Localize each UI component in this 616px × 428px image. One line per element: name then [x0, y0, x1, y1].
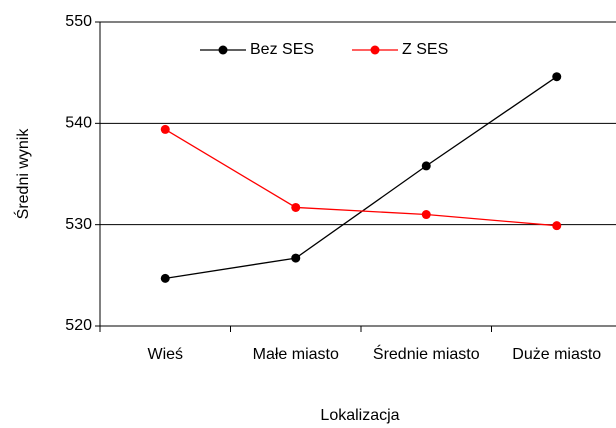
- legend-marker: [218, 45, 228, 55]
- point: [160, 124, 170, 134]
- x-tick-label: Małe miasto: [252, 346, 339, 363]
- legend-marker: [370, 45, 380, 55]
- x-tick-label: Wieś: [147, 346, 184, 363]
- point: [421, 210, 431, 220]
- y-axis-title: Średni wynik: [13, 128, 32, 220]
- x-tick-label: Średnie miasto: [372, 346, 480, 363]
- point: [160, 273, 170, 283]
- point: [552, 72, 562, 82]
- line: [165, 76, 558, 280]
- point: [291, 253, 301, 263]
- y-tick-label: 550: [65, 13, 92, 30]
- point: [421, 161, 431, 171]
- y-tick-label: 540: [65, 115, 92, 132]
- point: [291, 202, 301, 212]
- point: [552, 221, 562, 231]
- legend-label: Z SES: [402, 41, 448, 58]
- line: [164, 128, 557, 227]
- x-tick-label: Duże miasto: [512, 346, 602, 363]
- x-axis-title: Lokalizacja: [320, 407, 399, 424]
- y-tick-label: 520: [65, 317, 92, 334]
- y-tick-label: 530: [65, 216, 92, 233]
- legend-label: Bez SES: [250, 41, 314, 58]
